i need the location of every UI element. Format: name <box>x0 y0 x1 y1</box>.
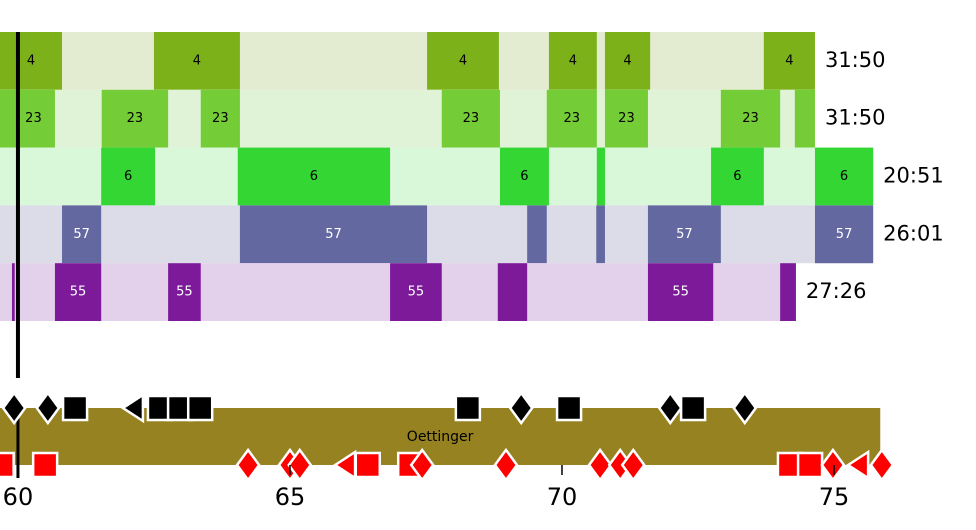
event-diamond <box>508 390 534 426</box>
shift <box>101 89 169 148</box>
shift <box>596 147 605 206</box>
event-triangle <box>845 449 870 481</box>
event-square <box>31 451 59 479</box>
shift <box>390 263 442 321</box>
shift-label: 55 <box>408 285 425 300</box>
shift <box>237 147 391 206</box>
shift <box>546 89 597 148</box>
event-diamond <box>409 447 435 483</box>
shift <box>604 32 651 90</box>
shift <box>596 205 605 264</box>
shift <box>763 32 815 90</box>
event-square <box>61 394 89 422</box>
shift-label: 23 <box>127 111 144 126</box>
shift-label: 23 <box>564 111 581 126</box>
shift <box>499 147 549 206</box>
event-square <box>796 451 824 479</box>
shift <box>711 147 764 206</box>
shift-label: 23 <box>618 111 635 126</box>
shift-label: 55 <box>672 285 689 300</box>
row-total: 26:01 <box>883 221 944 245</box>
shift-label: 4 <box>785 53 793 68</box>
event-square <box>0 451 15 479</box>
event-square <box>354 451 382 479</box>
shift <box>239 205 428 264</box>
shift-label: 57 <box>836 227 853 242</box>
shift-label: 4 <box>623 53 631 68</box>
x-tick-label: 65 <box>275 483 306 511</box>
shift <box>0 89 12 148</box>
x-tick-label: 60 <box>3 483 34 511</box>
shift <box>168 263 201 321</box>
shift <box>0 32 63 90</box>
shift <box>200 89 240 148</box>
shift <box>11 263 15 321</box>
shift-label: 23 <box>742 111 759 126</box>
shift-label: 6 <box>840 169 848 184</box>
event-diamond <box>35 390 61 426</box>
shift <box>720 89 781 148</box>
shift <box>497 263 528 321</box>
shift-label: 4 <box>459 53 467 68</box>
shift <box>441 89 500 148</box>
event-diamond <box>732 390 758 426</box>
shift-label: 55 <box>176 285 193 300</box>
row-total: 31:50 <box>825 106 886 130</box>
x-tick-label: 70 <box>547 483 578 511</box>
shift-label: 4 <box>193 53 201 68</box>
shift <box>54 263 102 321</box>
x-tick-label: 75 <box>819 483 850 511</box>
shift-label: 6 <box>124 169 132 184</box>
shift <box>101 147 156 206</box>
shift-label: 55 <box>70 285 87 300</box>
shift-label: 4 <box>569 53 577 68</box>
event-square <box>679 394 707 422</box>
event-square <box>454 394 482 422</box>
shift-background <box>0 32 815 90</box>
shift-label: 6 <box>733 169 741 184</box>
shift <box>604 89 648 148</box>
goalie-label: Oettinger <box>407 429 474 445</box>
shift <box>62 205 102 264</box>
event-square <box>555 394 583 422</box>
shift-label: 57 <box>325 227 342 242</box>
shift-label: 6 <box>310 169 318 184</box>
event-diamond <box>869 447 895 483</box>
event-diamond <box>620 447 646 483</box>
shift <box>647 205 721 264</box>
shift <box>427 32 499 90</box>
shift-label: 4 <box>27 53 35 68</box>
event-triangle <box>120 392 145 424</box>
row-total: 20:51 <box>883 164 944 188</box>
shift-background <box>0 205 874 264</box>
event-diamond <box>587 447 613 483</box>
shift-label: 23 <box>212 111 229 126</box>
shift <box>647 263 714 321</box>
event-diamond <box>657 390 683 426</box>
row-total: 31:50 <box>825 48 886 72</box>
shift <box>153 32 240 90</box>
shift-label: 6 <box>520 169 528 184</box>
event-diamond <box>235 447 261 483</box>
shift <box>548 32 597 90</box>
shift <box>814 205 874 264</box>
event-diamond <box>493 447 519 483</box>
event-diamond <box>287 447 313 483</box>
shift <box>527 205 547 264</box>
row-total: 27:26 <box>806 279 867 303</box>
event-diamond <box>1 390 27 426</box>
shift-label: 23 <box>463 111 480 126</box>
event-square <box>186 394 214 422</box>
shift-label: 57 <box>676 227 693 242</box>
shift <box>794 89 815 148</box>
shift-label: 23 <box>25 111 42 126</box>
shift <box>814 147 874 206</box>
shift-label: 57 <box>73 227 90 242</box>
shift <box>780 263 796 321</box>
event-diamond <box>820 447 846 483</box>
